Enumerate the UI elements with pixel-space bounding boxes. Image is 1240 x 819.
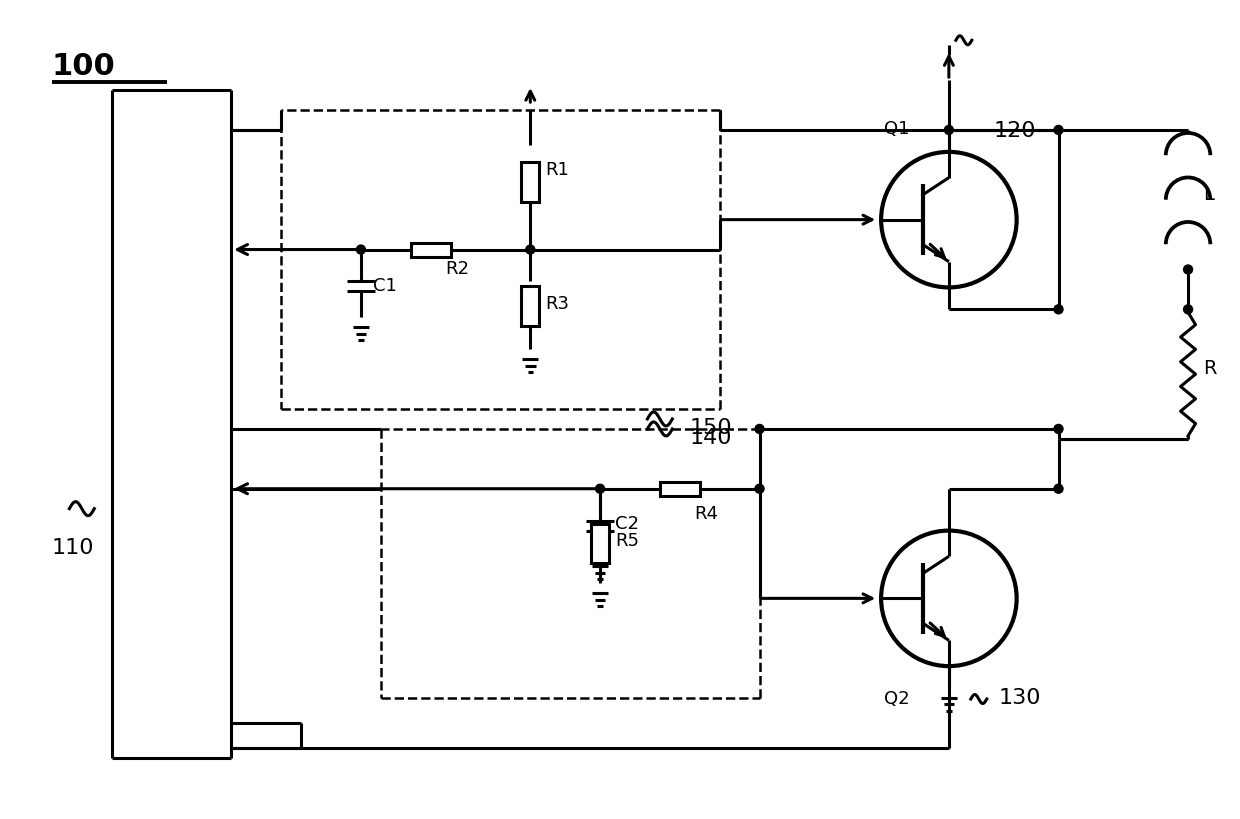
Text: 100: 100 xyxy=(52,52,115,81)
Text: Q2: Q2 xyxy=(884,690,910,708)
Circle shape xyxy=(1054,484,1063,493)
Text: 120: 120 xyxy=(993,121,1037,141)
Text: 150: 150 xyxy=(689,418,733,438)
Text: R3: R3 xyxy=(546,296,569,314)
Circle shape xyxy=(1184,265,1193,274)
Text: L: L xyxy=(1203,185,1214,204)
Circle shape xyxy=(1184,305,1193,314)
Text: R2: R2 xyxy=(445,260,470,278)
Text: Q1: Q1 xyxy=(884,120,910,138)
Text: R5: R5 xyxy=(615,532,639,550)
Circle shape xyxy=(755,484,764,493)
Bar xyxy=(660,482,699,495)
Bar xyxy=(521,162,539,201)
Text: R1: R1 xyxy=(546,161,569,179)
Circle shape xyxy=(356,245,366,254)
Text: C1: C1 xyxy=(373,278,397,296)
Text: 110: 110 xyxy=(52,537,94,558)
Text: C2: C2 xyxy=(615,514,639,532)
Text: R4: R4 xyxy=(694,505,719,523)
Text: 130: 130 xyxy=(998,688,1042,708)
Circle shape xyxy=(1054,305,1063,314)
Text: R: R xyxy=(1203,359,1216,378)
Circle shape xyxy=(526,245,534,254)
Bar xyxy=(410,242,450,256)
Text: 140: 140 xyxy=(689,428,733,448)
Circle shape xyxy=(945,125,954,134)
Circle shape xyxy=(595,484,605,493)
Bar xyxy=(521,287,539,326)
Circle shape xyxy=(755,424,764,433)
Bar xyxy=(591,523,609,563)
Circle shape xyxy=(1054,424,1063,433)
Circle shape xyxy=(1054,125,1063,134)
